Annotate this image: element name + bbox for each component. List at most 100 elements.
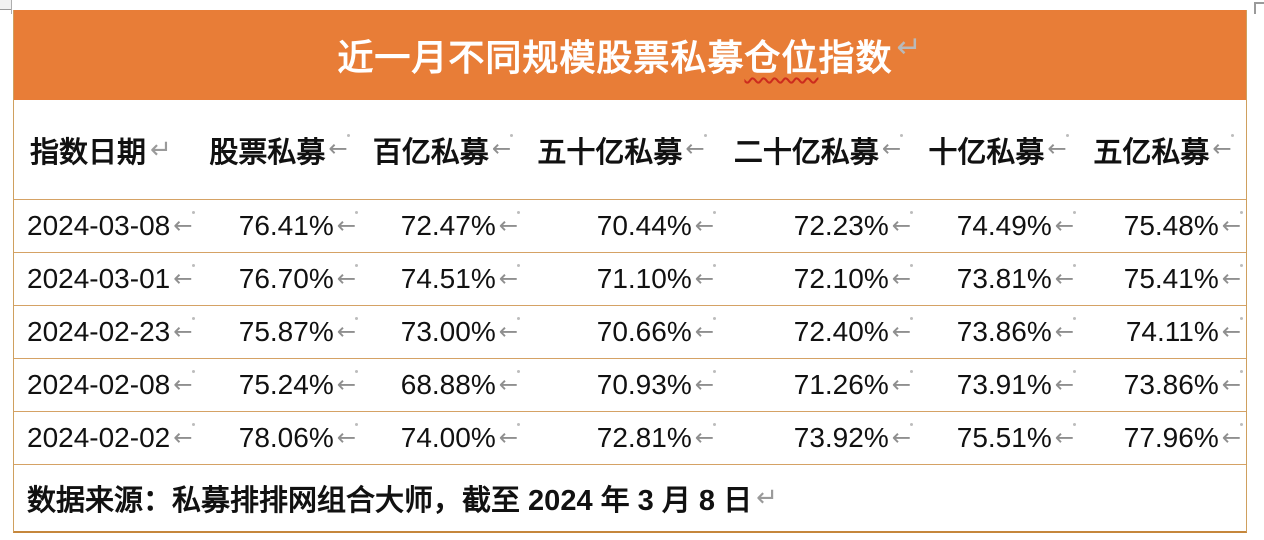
value-cell[interactable]: 68.88% ← [361, 369, 523, 401]
end-of-cell-mark-icon: ← [891, 316, 914, 345]
value-cell[interactable]: 73.86% ← [1079, 369, 1246, 401]
end-of-cell-mark-icon: ← [173, 369, 195, 398]
value-cell[interactable]: 74.00% ← [361, 422, 523, 454]
column-header-stock-pe[interactable]: 股票私募 ← [196, 129, 361, 171]
value-cell[interactable]: 70.66% ← [523, 316, 719, 348]
cell-text: 74.51% [400, 263, 496, 294]
table-row: 2024-03-01 ← 76.70% ← 74.51% ← 71.10% ← 72.10% ← 7… [14, 252, 1246, 305]
table-body: 2024-03-08 ← 76.41% ← 72.47% ← 70.44% ← 72.23% ← 7… [14, 199, 1246, 464]
value-cell[interactable]: 75.24% ← [196, 369, 361, 401]
end-of-cell-mark-icon: ← [173, 210, 195, 239]
value-cell[interactable]: 72.40% ← [719, 316, 916, 348]
column-header-label: 股票私募 [209, 136, 326, 169]
cell-text: 75.48% [1123, 210, 1219, 241]
value-cell[interactable]: 75.87% ← [196, 316, 361, 348]
end-of-cell-mark-icon: ← [891, 422, 914, 451]
cell-text: 74.49% [956, 210, 1052, 241]
date-cell[interactable]: 2024-03-08 ← [14, 210, 196, 242]
table-title-text: 近一月不同规模股票私募 [337, 37, 745, 78]
column-header-date[interactable]: 指数日期 ↵ [14, 129, 196, 171]
end-of-cell-mark-icon: ← [498, 369, 521, 398]
end-of-cell-mark-icon: ← [694, 422, 717, 451]
date-cell[interactable]: 2024-02-02 ← [14, 422, 196, 454]
table-row: 2024-02-08 ← 75.24% ← 68.88% ← 70.93% ← 71.26% ← 7… [14, 358, 1246, 411]
column-header-5b[interactable]: 五十亿私募 ← [523, 129, 719, 171]
end-of-cell-mark-icon: ← [336, 210, 359, 239]
value-cell[interactable]: 73.86% ← [916, 316, 1079, 348]
column-header-label: 十亿私募 [928, 136, 1045, 169]
cell-text: 2024-02-23 [27, 316, 171, 347]
column-header-2b[interactable]: 二十亿私募 ← [719, 129, 916, 171]
end-of-cell-mark-icon: ← [1221, 263, 1244, 292]
table-row: 2024-02-02 ← 78.06% ← 74.00% ← 72.81% ← 73.92% ← 7… [14, 411, 1246, 464]
column-header-1b[interactable]: 十亿私募 ← [916, 129, 1079, 171]
end-of-cell-mark-icon: ← [336, 422, 359, 451]
value-cell[interactable]: 70.44% ← [523, 210, 719, 242]
end-of-cell-mark-icon: ← [1047, 134, 1069, 162]
value-cell[interactable]: 70.93% ← [523, 369, 719, 401]
table-title-text-end: 指数 [818, 37, 893, 78]
date-cell[interactable]: 2024-03-01 ← [14, 263, 196, 295]
value-cell[interactable]: 74.11% ← [1079, 316, 1246, 348]
value-cell[interactable]: 72.81% ← [523, 422, 719, 454]
end-of-cell-mark-icon: ← [498, 263, 521, 292]
cell-text: 72.40% [793, 316, 889, 347]
end-of-cell-mark-icon: ← [694, 210, 717, 239]
table-title-misspelled-text: 仓位 [744, 37, 819, 78]
cell-text: 2024-03-08 [27, 210, 171, 241]
end-of-cell-mark-icon: ← [336, 369, 359, 398]
end-of-cell-mark-icon: ← [1054, 210, 1077, 239]
value-cell[interactable]: 78.06% ← [196, 422, 361, 454]
value-cell[interactable]: 71.10% ← [523, 263, 719, 295]
value-cell[interactable]: 77.96% ← [1079, 422, 1246, 454]
table-title-band[interactable]: 近一月不同规模股票私募 仓位 指数 ↵ [14, 10, 1246, 100]
date-cell[interactable]: 2024-02-23 ← [14, 316, 196, 348]
cell-text: 75.41% [1123, 263, 1219, 294]
cell-text: 74.00% [400, 422, 496, 453]
cell-text: 74.11% [1125, 316, 1219, 347]
value-cell[interactable]: 73.92% ← [719, 422, 916, 454]
cell-text: 72.23% [793, 210, 889, 241]
value-cell[interactable]: 74.51% ← [361, 263, 523, 295]
cell-text: 70.44% [596, 210, 692, 241]
value-cell[interactable]: 73.91% ← [916, 369, 1079, 401]
date-cell[interactable]: 2024-02-08 ← [14, 369, 196, 401]
value-cell[interactable]: 72.23% ← [719, 210, 916, 242]
end-of-cell-mark-icon: ← [1054, 422, 1077, 451]
value-cell[interactable]: 75.48% ← [1079, 210, 1246, 242]
value-cell[interactable]: 73.81% ← [916, 263, 1079, 295]
value-cell[interactable]: 75.51% ← [916, 422, 1079, 454]
data-source-row[interactable]: 数据来源：私募排排网组合大师，截至 2024 年 3 月 8 日 ↵ [14, 464, 1246, 531]
cell-text: 72.81% [596, 422, 692, 453]
value-cell[interactable]: 76.41% ← [196, 210, 361, 242]
end-of-cell-mark-icon: ← [1054, 369, 1077, 398]
end-of-cell-mark-icon: ← [694, 263, 717, 292]
cell-text: 73.81% [956, 263, 1052, 294]
value-cell[interactable]: 75.41% ← [1079, 263, 1246, 295]
column-header-label: 百亿私募 [372, 136, 489, 169]
table-header-row: 指数日期 ↵ 股票私募 ← 百亿私募 ← 五十亿私募 ← 二十亿私募 ← 十亿私… [14, 100, 1246, 199]
column-header-10b[interactable]: 百亿私募 ← [361, 129, 523, 171]
cell-text: 2024-02-08 [27, 369, 171, 400]
end-of-cell-mark-icon: ← [336, 263, 359, 292]
cell-text: 2024-03-01 [27, 263, 171, 294]
value-cell[interactable]: 71.26% ← [719, 369, 916, 401]
end-of-cell-mark-icon: ← [1221, 422, 1244, 451]
column-header-500m[interactable]: 五亿私募 ← [1079, 129, 1246, 171]
cell-text: 71.10% [596, 263, 692, 294]
end-of-cell-mark-icon: ← [685, 134, 707, 162]
table-row: 2024-03-08 ← 76.41% ← 72.47% ← 70.44% ← 72.23% ← 7… [14, 199, 1246, 252]
cell-text: 70.93% [596, 369, 692, 400]
value-cell[interactable]: 72.47% ← [361, 210, 523, 242]
table-row: 2024-02-23 ← 75.87% ← 73.00% ← 70.66% ← 72.40% ← 7… [14, 305, 1246, 358]
end-of-cell-mark-icon: ← [694, 369, 717, 398]
value-cell[interactable]: 74.49% ← [916, 210, 1079, 242]
value-cell[interactable]: 76.70% ← [196, 263, 361, 295]
value-cell[interactable]: 73.00% ← [361, 316, 523, 348]
data-source-text: 数据来源：私募排排网组合大师，截至 2024 年 3 月 8 日 [27, 485, 753, 517]
value-cell[interactable]: 72.10% ← [719, 263, 916, 295]
end-of-cell-mark-icon: ← [891, 210, 914, 239]
cell-text: 72.47% [400, 210, 496, 241]
cell-text: 75.51% [956, 422, 1052, 453]
